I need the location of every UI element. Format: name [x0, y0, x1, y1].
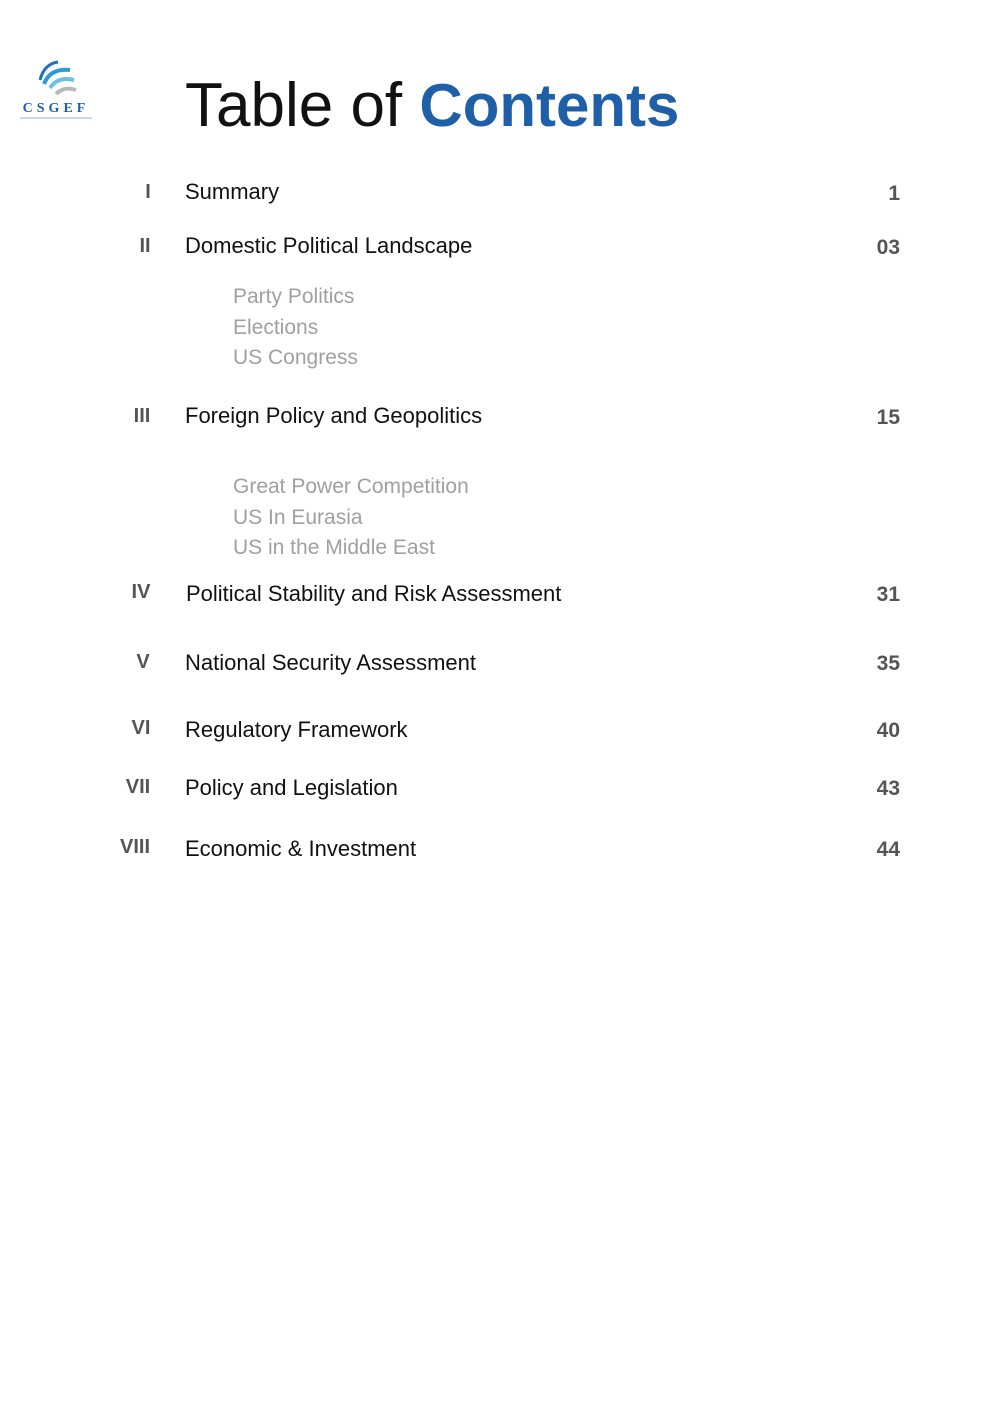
entry-page: 40 — [876, 719, 900, 742]
csgef-logo: CSGEF — [14, 58, 98, 124]
entry-numeral: II — [139, 235, 151, 257]
title-accent: Contents — [419, 72, 680, 139]
entry-title[interactable]: Foreign Policy and Geopolitics — [185, 403, 483, 428]
entry-numeral: VI — [131, 717, 151, 739]
entry-title[interactable]: Economic & Investment — [185, 836, 417, 861]
subitem[interactable]: US In Eurasia — [233, 506, 363, 529]
entry-numeral: VIII — [119, 836, 150, 858]
entry-title[interactable]: National Security Assessment — [185, 650, 477, 675]
entry-title[interactable]: Regulatory Framework — [185, 717, 408, 742]
subitem[interactable]: US Congress — [233, 346, 358, 369]
subitem[interactable]: Party Politics — [233, 285, 355, 308]
entry-numeral: III — [133, 405, 151, 427]
entry-page: 1 — [888, 182, 900, 205]
logo-text: CSGEF — [23, 101, 90, 116]
entry-page: 31 — [876, 583, 900, 606]
entry-numeral: IV — [131, 581, 151, 603]
logo-arcs-icon: CSGEF — [20, 60, 92, 119]
title-plain: Table of — [185, 71, 403, 140]
entry-page: 35 — [876, 652, 900, 675]
subitem[interactable]: US in the Middle East — [233, 536, 435, 559]
entry-title[interactable]: Domestic Political Landscape — [185, 233, 473, 258]
entry-title[interactable]: Political Stability and Risk Assessment — [186, 581, 562, 606]
entry-page: 03 — [876, 236, 900, 259]
entry-page: 44 — [876, 838, 900, 861]
entry-numeral: I — [145, 181, 151, 203]
entry-numeral: V — [136, 651, 150, 673]
page-title: Table of Contents — [185, 70, 679, 142]
entry-page: 15 — [876, 406, 900, 429]
entry-numeral: VII — [125, 776, 151, 798]
entry-title[interactable]: Summary — [185, 179, 280, 204]
entry-page: 43 — [876, 777, 900, 800]
subitem[interactable]: Great Power Competition — [233, 475, 469, 498]
entry-title[interactable]: Policy and Legislation — [185, 775, 398, 800]
subitem[interactable]: Elections — [233, 316, 319, 339]
